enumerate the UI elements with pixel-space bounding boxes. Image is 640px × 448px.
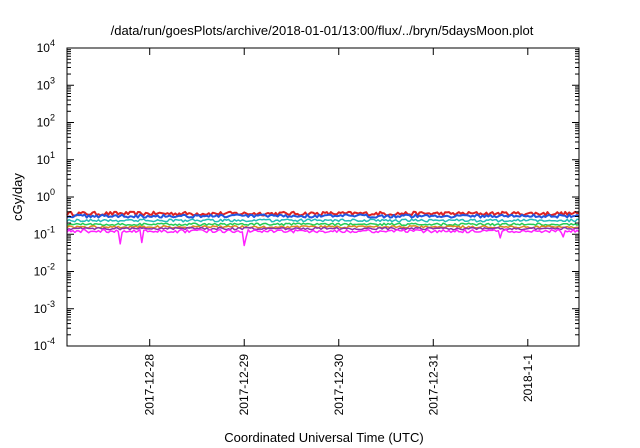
plot-frame bbox=[66, 47, 580, 347]
y-tick-label: 10-2 bbox=[34, 262, 55, 279]
series-line bbox=[66, 218, 580, 223]
x-tick-label: 2017-12-29 bbox=[237, 354, 251, 416]
y-tick-label: 10-1 bbox=[34, 224, 55, 241]
series-layer bbox=[66, 210, 580, 247]
x-tick-label: 2018-1-1 bbox=[521, 354, 535, 402]
chart-title: /data/run/goesPlots/archive/2018-01-01/1… bbox=[111, 23, 534, 38]
y-tick-label: 10-3 bbox=[34, 299, 55, 316]
y-tick-label: 100 bbox=[37, 187, 55, 204]
x-tick-label: 2017-12-28 bbox=[143, 354, 157, 416]
y-axis: 10-4 10-3 10-2 10-1 100 101 102 103 104 bbox=[34, 38, 579, 353]
y-tick-label: 101 bbox=[37, 150, 55, 167]
y-tick-label: 104 bbox=[37, 38, 55, 55]
x-axis: 2017-12-28 2017-12-29 2017-12-30 2017-12-31… bbox=[143, 48, 535, 415]
series-line bbox=[66, 213, 580, 219]
y-tick-label: 103 bbox=[37, 75, 55, 92]
series-line bbox=[66, 222, 580, 227]
y-tick-label: 102 bbox=[37, 113, 55, 130]
x-tick-label: 2017-12-31 bbox=[426, 354, 440, 416]
y-tick-label: 10-4 bbox=[34, 336, 55, 353]
series-line bbox=[66, 228, 580, 247]
x-axis-label: Coordinated Universal Time (UTC) bbox=[224, 430, 423, 445]
series-line bbox=[66, 210, 580, 217]
y-axis-label: cGy/day bbox=[10, 173, 25, 221]
x-tick-label: 2017-12-30 bbox=[332, 354, 346, 416]
series-line bbox=[66, 226, 580, 231]
